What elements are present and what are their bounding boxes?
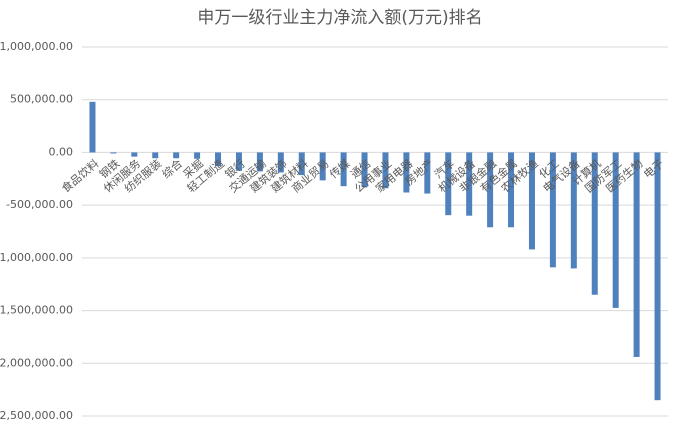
bar [340,152,347,187]
bar [403,152,410,193]
bar [591,152,598,295]
bar [528,152,535,250]
bar [173,152,180,159]
bar [256,152,263,172]
bar [508,152,515,228]
bar [215,152,222,167]
y-tick-label: -500,000.00 [6,198,73,211]
bar [612,152,619,308]
bar [466,152,473,216]
bar [633,152,640,357]
bar [570,152,577,269]
x-tick-label: 电子 [641,157,666,181]
bar [424,152,431,194]
y-tick-label: 500,000.00 [10,93,73,106]
bar [319,152,326,181]
y-tick-label: -1,500,000.00 [0,304,73,317]
bar [361,152,368,188]
bar [277,152,284,173]
bar [549,152,556,268]
x-tick-label: 食品饮料 [59,156,102,195]
bar [152,152,159,159]
y-tick-label: 1,000,000.00 [0,40,73,53]
y-tick-label: 0.00 [49,145,74,158]
y-tick-label: -2,000,000.00 [0,356,73,369]
y-tick-label: -1,000,000.00 [0,251,73,264]
x-tick-label: 传媒 [327,157,352,181]
bar [445,152,452,216]
y-tick-label: -2,500,000.00 [0,409,73,422]
bar [194,152,201,159]
bar [654,152,661,401]
bar [131,152,138,157]
bar [110,152,117,154]
bar [382,152,389,189]
bar [487,152,494,228]
x-tick-label: 综合 [159,156,185,181]
bar [235,152,242,171]
bar [298,152,305,176]
bar [89,101,96,153]
chart-title: 申万一级行业主力净流入额(万元)排名 [197,8,482,28]
